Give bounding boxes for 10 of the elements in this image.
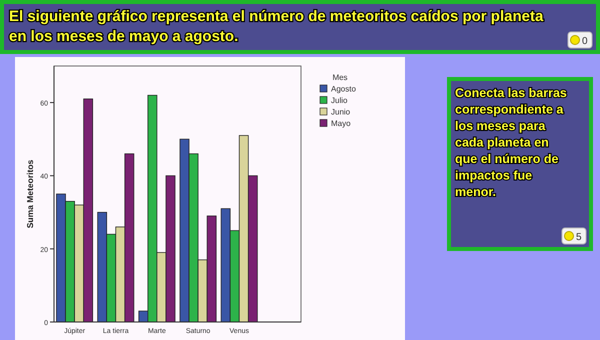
legend-title: Mes bbox=[332, 73, 348, 82]
text: 5 bbox=[576, 232, 582, 243]
legend-label: Mayo bbox=[331, 119, 352, 128]
legend-label: Agosto bbox=[331, 84, 356, 94]
legend-label: Junio bbox=[331, 108, 351, 116]
text: 0 bbox=[582, 36, 588, 47]
chart-title: El siguiente gráfico representa el número de meteoritos caídos por planeta en los meses de mayo a agosto. bbox=[9, 8, 544, 45]
text: Conecta las barras correspondiente a los meses para cada planeta en que el número de impactos fue menor. bbox=[455, 86, 567, 199]
legend-label: Julio bbox=[331, 96, 348, 105]
y-axis-title: Suma Meteoritos bbox=[25, 159, 35, 228]
